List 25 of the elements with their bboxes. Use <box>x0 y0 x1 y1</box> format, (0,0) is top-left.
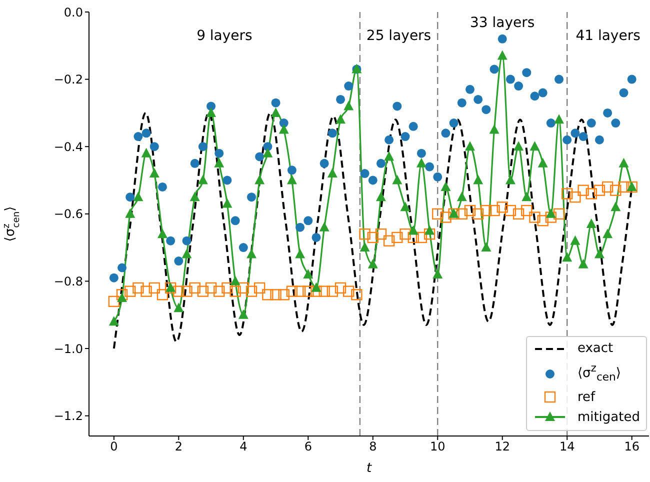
y-tick-label: −0.8 <box>54 274 83 288</box>
legend-label: mitigated <box>577 410 640 425</box>
y-tick-label: −1.2 <box>54 409 83 424</box>
annotation: 9 layers <box>196 28 252 44</box>
x-axis-title: t <box>366 461 372 476</box>
x-tick-label: 6 <box>304 440 312 454</box>
annotation: 33 layers <box>470 15 535 31</box>
x-tick-label: 12 <box>494 440 510 454</box>
annotation: 25 layers <box>366 28 432 44</box>
x-tick-label: 4 <box>240 440 248 454</box>
x-tick-label: 8 <box>369 440 377 454</box>
x-tick-label: 14 <box>559 440 575 454</box>
x-tick-label: 10 <box>430 440 446 454</box>
x-tick-label: 16 <box>624 440 640 454</box>
x-tick-label: 2 <box>174 440 182 454</box>
legend-label: exact <box>577 341 614 356</box>
y-tick-label: −0.2 <box>54 72 83 87</box>
y-tick-label: −1.0 <box>54 342 83 356</box>
x-tick-label: 0 <box>110 440 118 454</box>
legend-label: ⟨σ$^{z}$$_{cen}$⟩ <box>577 362 621 384</box>
annotation: 41 layers <box>576 28 640 44</box>
y-tick-label: −0.6 <box>54 207 83 222</box>
y-tick-label: −0.4 <box>54 140 83 154</box>
y-tick-label: 0.0 <box>64 5 83 20</box>
legend-label: ref <box>577 390 596 405</box>
